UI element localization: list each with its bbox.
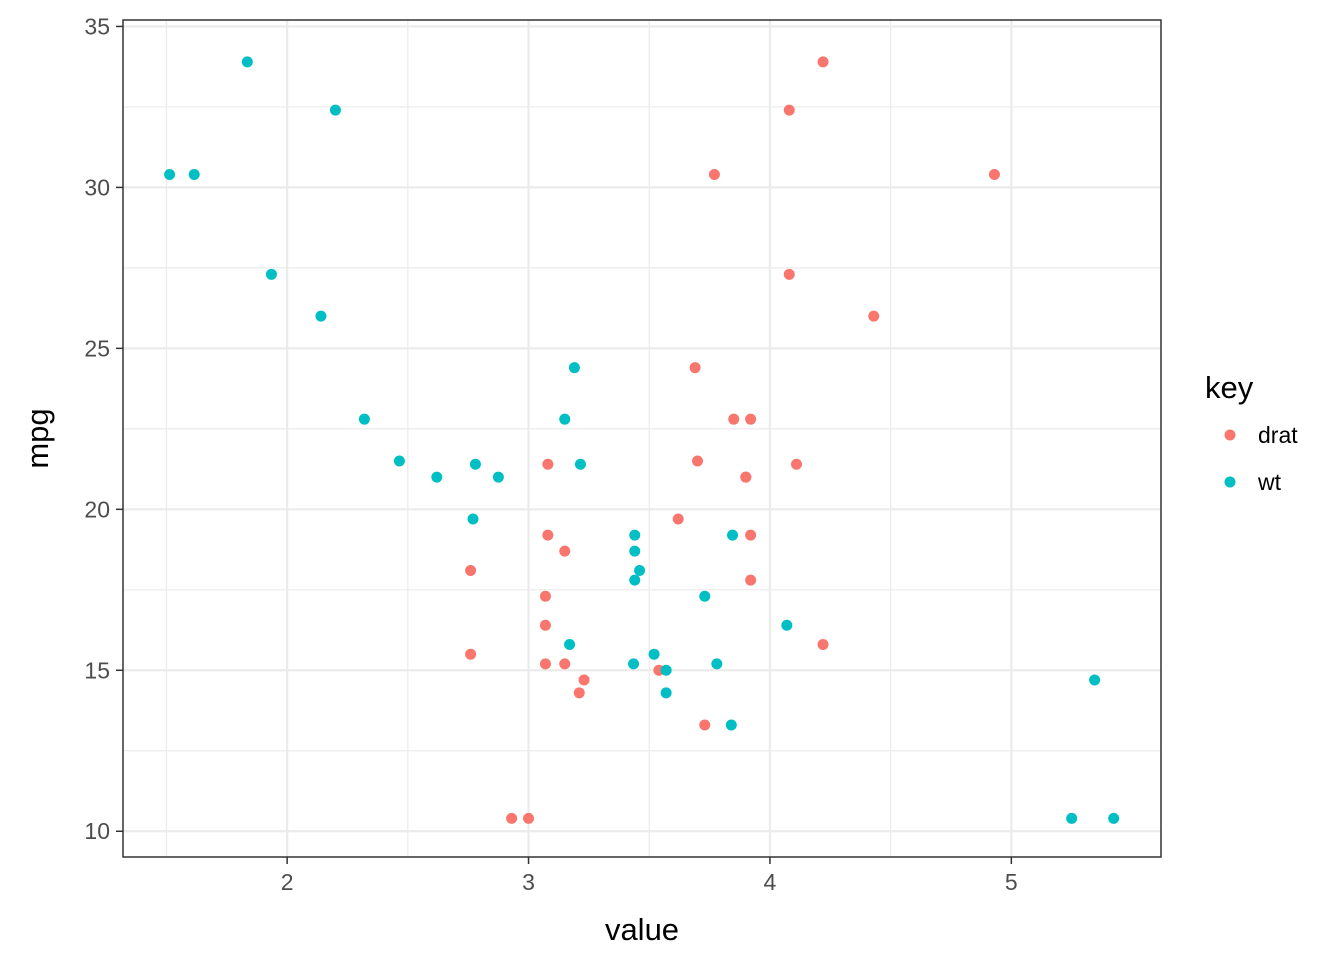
legend-key-drat: [1224, 429, 1236, 441]
data-point-drat: [699, 719, 711, 731]
data-point-wt: [660, 687, 672, 699]
data-point-wt: [699, 590, 711, 602]
data-point-wt: [188, 169, 200, 181]
data-point-wt: [1089, 674, 1101, 686]
data-point-wt: [1108, 812, 1120, 824]
x-tick-label: 2: [281, 869, 294, 895]
data-point-wt: [711, 658, 723, 670]
data-point-drat: [728, 413, 740, 425]
data-point-drat: [542, 529, 554, 541]
data-point-wt: [568, 362, 580, 374]
legend-key-wt: [1224, 476, 1236, 488]
data-point-wt: [1066, 812, 1078, 824]
data-point-wt: [393, 455, 405, 467]
data-point-wt: [559, 413, 571, 425]
data-point-wt: [660, 664, 672, 676]
data-point-drat: [539, 658, 551, 670]
data-point-wt: [315, 310, 327, 322]
data-point-drat: [988, 169, 1000, 181]
y-tick-label: 20: [84, 496, 110, 522]
data-point-drat: [740, 471, 752, 483]
y-tick-label: 35: [84, 13, 110, 39]
data-point-drat: [689, 362, 701, 374]
panel-border: [122, 19, 1162, 858]
legend-title: key: [1205, 370, 1254, 405]
data-point-wt: [629, 529, 641, 541]
data-point-drat: [672, 513, 684, 525]
data-point-drat: [539, 619, 551, 631]
data-point-drat: [465, 564, 477, 576]
data-point-drat: [578, 674, 590, 686]
y-axis: 10 15 20 25 30 35: [84, 13, 123, 844]
data-point-drat: [783, 104, 795, 116]
data-point-wt: [564, 639, 576, 651]
data-point-wt: [629, 545, 641, 557]
data-point-drat: [523, 812, 535, 824]
data-point-wt: [492, 471, 504, 483]
data-point-wt: [727, 529, 739, 541]
y-tick-label: 10: [84, 818, 110, 844]
data-point-wt: [781, 619, 793, 631]
data-point-drat: [573, 687, 585, 699]
x-tick-label: 4: [764, 869, 777, 895]
data-point-drat: [559, 658, 571, 670]
data-point-drat: [465, 648, 477, 660]
data-point-drat: [817, 639, 829, 651]
data-point-wt: [629, 574, 641, 586]
data-point-wt: [241, 56, 253, 68]
data-point-drat: [539, 590, 551, 602]
data-point-wt: [648, 648, 660, 660]
data-point-wt: [164, 169, 176, 181]
data-point-wt: [265, 268, 277, 280]
y-tick-label: 15: [84, 657, 110, 683]
y-axis-title: mpg: [20, 408, 55, 468]
data-point-drat: [817, 56, 829, 68]
y-tick-label: 30: [84, 174, 110, 200]
data-point-drat: [745, 574, 757, 586]
data-point-drat: [745, 413, 757, 425]
data-point-drat: [783, 268, 795, 280]
data-point-wt: [467, 513, 479, 525]
data-point-drat: [559, 545, 571, 557]
data-point-wt: [329, 104, 341, 116]
x-axis: 2 3 4 5: [281, 857, 1018, 895]
data-point-wt: [574, 458, 586, 470]
y-tick-label: 25: [84, 335, 110, 361]
data-point-drat: [692, 455, 704, 467]
data-point-drat: [790, 458, 802, 470]
legend: key drat wt: [1205, 370, 1298, 495]
x-tick-label: 3: [522, 869, 535, 895]
data-point-wt: [634, 564, 646, 576]
data-point-wt: [725, 719, 737, 731]
data-point-wt: [628, 658, 640, 670]
data-point-drat: [542, 458, 554, 470]
grid: [123, 20, 1161, 857]
data-point-wt: [431, 471, 443, 483]
legend-label-wt: wt: [1257, 469, 1282, 495]
data-point-wt: [469, 458, 481, 470]
data-points: [164, 56, 1120, 824]
legend-label-drat: drat: [1258, 422, 1298, 448]
data-point-wt: [358, 413, 370, 425]
data-point-drat: [506, 812, 518, 824]
x-axis-title: value: [605, 912, 679, 947]
data-point-drat: [868, 310, 880, 322]
data-point-drat: [708, 169, 720, 181]
data-point-drat: [745, 529, 757, 541]
x-tick-label: 5: [1005, 869, 1018, 895]
